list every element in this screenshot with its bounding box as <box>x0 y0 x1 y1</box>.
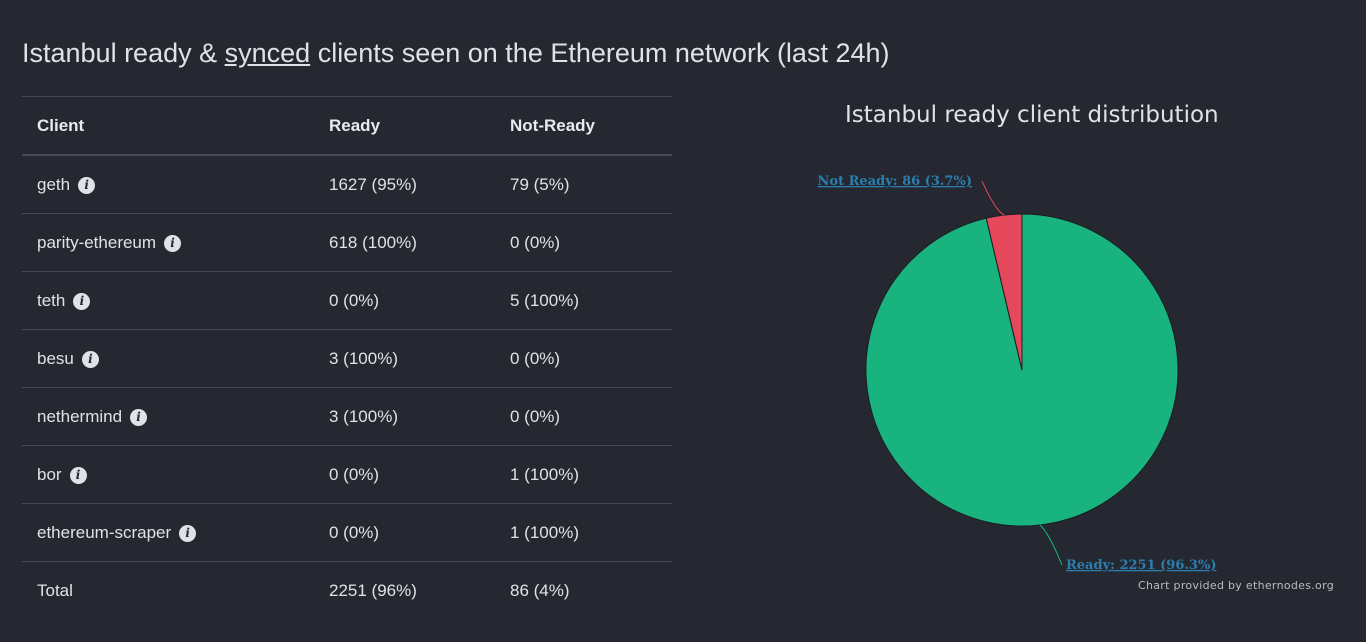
ready-cell: 0 (0%) <box>314 271 495 330</box>
table-row: nethermind i 3 (100%) 0 (0%) <box>22 387 672 446</box>
info-icon[interactable]: i <box>81 350 99 368</box>
ready-cell: 0 (0%) <box>314 445 495 504</box>
ready-cell: 2251 (96%) <box>329 580 417 600</box>
not-ready-cell: 1 (100%) <box>495 445 672 504</box>
client-name: geth <box>37 174 71 194</box>
heading-prefix: Istanbul ready & <box>22 38 225 68</box>
heading-suffix: clients seen on the Ethereum network (la… <box>310 38 890 68</box>
client-name: nethermind <box>37 406 123 426</box>
pie-slice-not-ready[interactable] <box>985 213 1023 371</box>
client-name: parity-ethereum <box>37 232 157 252</box>
table-row: ethereum-scraper i 0 (0%) 1 (100%) <box>22 503 672 562</box>
chart-credit: Chart provided by ethernodes.org <box>1138 579 1334 592</box>
synced-link[interactable]: synced <box>224 38 311 68</box>
header-not-ready: Not-Ready <box>495 96 672 156</box>
not-ready-cell: 0 (0%) <box>495 213 672 272</box>
info-icon[interactable]: i <box>78 176 96 194</box>
table-row: geth i 1627 (95%) 79 (5%) <box>22 155 672 214</box>
pie-leader-line <box>1039 524 1063 566</box>
not-ready-cell: 0 (0%) <box>495 387 672 446</box>
client-cell: Total <box>22 562 314 620</box>
info-icon[interactable]: i <box>164 234 182 252</box>
pie-label-not-ready[interactable]: Not Ready: 86 (3.7%) <box>818 174 972 189</box>
info-icon[interactable]: i <box>179 524 197 542</box>
ready-cell: 0 (0%) <box>314 503 495 562</box>
not-ready-cell: 86 (4%) <box>510 580 570 600</box>
total-row: Total 2251 (96%) 86 (4%) <box>22 562 672 620</box>
client-cell: besu i <box>22 329 314 388</box>
header-ready: Ready <box>314 96 495 156</box>
chart-title: Istanbul ready client distribution <box>845 102 1219 128</box>
client-name: bor <box>37 464 62 484</box>
client-cell: ethereum-scraper i <box>22 503 314 562</box>
ready-cell: 3 (100%) <box>314 387 495 446</box>
info-icon[interactable]: i <box>73 292 91 310</box>
client-name: teth <box>37 290 66 310</box>
ready-cell: 3 (100%) <box>314 329 495 388</box>
not-ready-cell: 5 (100%) <box>495 271 672 330</box>
table-row: bor i 0 (0%) 1 (100%) <box>22 445 672 504</box>
info-icon[interactable]: i <box>69 466 87 484</box>
ready-cell: 1627 (95%) <box>314 155 495 214</box>
client-cell: nethermind i <box>22 387 314 446</box>
client-cell: parity-ethereum i <box>22 213 314 272</box>
table-row: besu i 3 (100%) 0 (0%) <box>22 329 672 388</box>
not-ready-cell: 79 (5%) <box>495 155 672 214</box>
table-row: teth i 0 (0%) 5 (100%) <box>22 271 672 330</box>
table-body: geth i 1627 (95%) 79 (5%) parity-ethereum i 61… <box>22 155 672 619</box>
table-header-row: Client Ready Not-Ready <box>22 96 672 156</box>
pie-chart: Ready: 2251 (96.3%) Not Ready: 86 (3.7%) <box>700 90 1366 610</box>
pie-svg: Ready: 2251 (96.3%) Not Ready: 86 (3.7%) <box>818 174 1217 573</box>
info-icon[interactable]: i <box>130 408 148 426</box>
header-client: Client <box>22 96 314 156</box>
not-ready-cell: 0 (0%) <box>495 329 672 388</box>
client-name: besu <box>37 348 74 368</box>
client-cell: geth i <box>22 155 314 214</box>
table-row: parity-ethereum i 618 (100%) 0 (0%) <box>22 213 672 272</box>
client-name: ethereum-scraper <box>37 522 172 542</box>
client-cell: teth i <box>22 271 314 330</box>
pie-label-ready[interactable]: Ready: 2251 (96.3%) <box>1066 558 1217 573</box>
page-heading: Istanbul ready & synced clients seen on … <box>22 38 890 69</box>
not-ready-cell: 1 (100%) <box>495 503 672 562</box>
client-name: Total <box>37 580 73 600</box>
clients-table: Client Ready Not-Ready geth i 1627 (95%) 79… <box>22 96 672 619</box>
client-cell: bor i <box>22 445 314 504</box>
ready-cell: 618 (100%) <box>314 213 495 272</box>
pie-leader-line <box>981 180 1005 216</box>
